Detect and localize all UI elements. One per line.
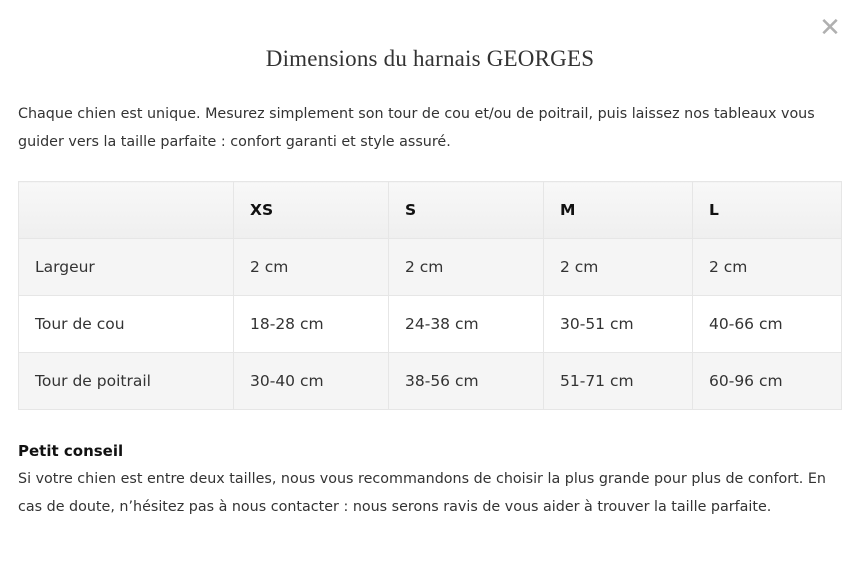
table-cell: 2 cm [388,238,544,296]
table-row: Tour de poitrail 30-40 cm 38-56 cm 51-71… [18,352,842,410]
table-row: Largeur 2 cm 2 cm 2 cm 2 cm [18,238,842,296]
row-label: Largeur [18,238,234,296]
header-cell-s: S [388,181,544,239]
tip-section: Petit conseil Si votre chien est entre d… [18,437,848,521]
header-cell-m: M [543,181,693,239]
table-cell: 2 cm [233,238,389,296]
table-cell: 40-66 cm [692,295,842,353]
tip-title: Petit conseil [18,442,124,460]
tip-text: Si votre chien est entre deux tailles, n… [18,471,826,515]
table-header-row: XS S M L [18,181,842,239]
modal-title: Dimensions du harnais GEORGES [265,46,595,71]
table-cell: 60-96 cm [692,352,842,410]
table-row: Tour de cou 18-28 cm 24-38 cm 30-51 cm 4… [18,295,842,353]
row-label: Tour de poitrail [18,352,234,410]
table-cell: 18-28 cm [233,295,389,353]
close-icon[interactable]: ✕ [819,13,841,43]
table-cell: 2 cm [692,238,842,296]
header-cell-xs: XS [233,181,389,239]
header-cell [18,181,234,239]
row-label: Tour de cou [18,295,234,353]
table-cell: 24-38 cm [388,295,544,353]
table-cell: 2 cm [543,238,693,296]
intro-text: Chaque chien est unique. Mesurez simplem… [18,106,815,150]
table-cell: 30-51 cm [543,295,693,353]
size-table: XS S M L Largeur 2 cm 2 cm 2 cm 2 cm Tou… [18,181,842,410]
header-cell-l: L [692,181,842,239]
table-cell: 30-40 cm [233,352,389,410]
table-cell: 38-56 cm [388,352,544,410]
table-cell: 51-71 cm [543,352,693,410]
